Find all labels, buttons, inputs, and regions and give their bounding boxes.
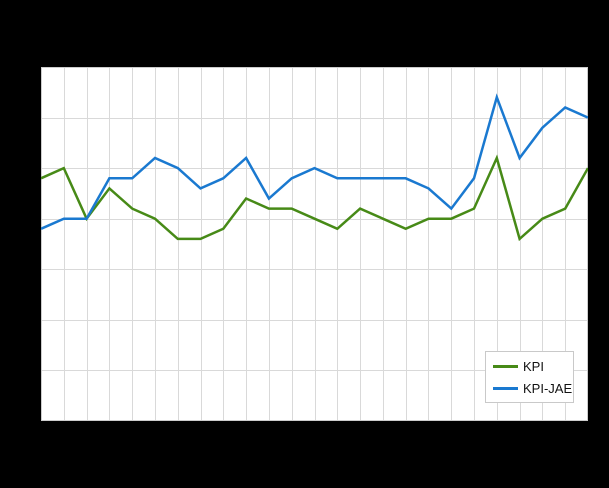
- legend: KPI KPI-JAE: [485, 351, 574, 403]
- legend-label-kpi: KPI: [523, 358, 544, 374]
- legend-label-kpi-jae: KPI-JAE: [523, 380, 573, 396]
- plot-border: [41, 67, 588, 421]
- kpi-jae-line-swatch: [493, 386, 518, 390]
- legend-item-kpi[interactable]: KPI: [493, 360, 573, 373]
- kpi-line: [41, 154, 588, 242]
- kpi-jae-line: [41, 93, 588, 230]
- kpi-line-swatch: [493, 364, 518, 368]
- legend-item-kpi-jae[interactable]: KPI-JAE: [493, 382, 573, 395]
